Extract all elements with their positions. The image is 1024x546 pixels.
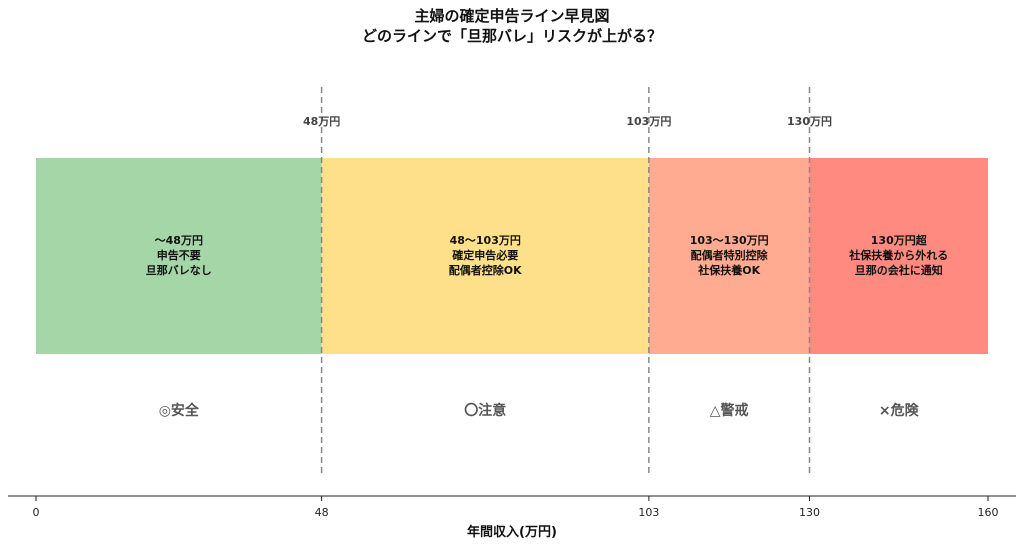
segment-bar-1 [321, 158, 649, 354]
segment-status-0: ◎安全 [159, 402, 200, 419]
segment-label-3-0: 130万円超 [871, 233, 928, 247]
segment-label-2-1: 配偶者特別控除 [691, 248, 769, 262]
x-tick-label-0: 0 [33, 506, 40, 519]
x-tick-label-4: 160 [978, 506, 999, 519]
segment-label-2-0: 103〜130万円 [690, 234, 769, 247]
segment-label-3-1: 社保扶養から外れる [848, 248, 948, 262]
x-tick-label-1: 48 [315, 506, 329, 519]
chart-title-line1: 主婦の確定申告ライン早見図 [414, 7, 610, 25]
threshold-label-2: 130万円 [787, 115, 832, 128]
x-tick-label-2: 103 [638, 506, 659, 519]
segment-label-3-2: 旦那の会社に通知 [855, 263, 943, 277]
segment-status-1: 〇注意 [464, 402, 506, 419]
x-tick-label-3: 130 [799, 506, 820, 519]
segment-label-0-0: 〜48万円 [155, 234, 203, 247]
x-axis-label: 年間収入(万円) [467, 524, 557, 540]
threshold-label-1: 103万円 [626, 115, 671, 128]
threshold-label-0: 48万円 [303, 115, 340, 128]
segment-label-1-1: 確定申告必要 [452, 248, 518, 262]
segment-label-1-2: 配偶者控除OK [449, 263, 522, 277]
segment-label-0-2: 旦那バレなし [146, 264, 212, 277]
segment-bar-3 [809, 158, 988, 354]
segment-label-1-0: 48〜103万円 [450, 234, 521, 247]
segment-label-2-2: 社保扶養OK [697, 263, 760, 277]
chart-title-line2: どのラインで「旦那バレ」リスクが上がる？ [361, 27, 662, 45]
segment-status-2: △警戒 [710, 402, 749, 419]
segment-bar-0 [36, 158, 322, 354]
segment-status-3: ×危険 [879, 402, 920, 419]
segment-bar-2 [648, 158, 810, 354]
segment-label-0-1: 申告不要 [157, 248, 201, 262]
